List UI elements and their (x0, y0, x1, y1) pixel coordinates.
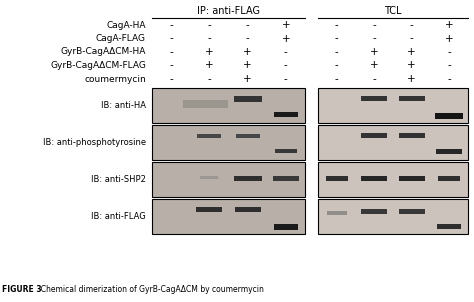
Text: -: - (169, 60, 173, 70)
Text: -: - (410, 20, 414, 30)
Text: +: + (370, 47, 379, 57)
Bar (399, 96, 425, 101)
Text: -: - (410, 34, 414, 43)
Text: IP: anti-FLAG: IP: anti-FLAG (197, 6, 260, 16)
Text: IB: anti-SHP2: IB: anti-SHP2 (91, 175, 146, 185)
Bar (275, 149, 297, 153)
Bar (197, 134, 221, 138)
Bar (327, 211, 347, 215)
Text: -: - (284, 60, 288, 70)
Text: +: + (282, 20, 290, 30)
Bar (399, 133, 425, 137)
Text: +: + (243, 60, 252, 70)
Bar (437, 224, 461, 229)
Bar (201, 176, 219, 179)
Text: +: + (370, 60, 379, 70)
Text: -: - (335, 60, 338, 70)
Text: +: + (282, 34, 290, 43)
Bar (436, 149, 462, 154)
Text: CagA-HA: CagA-HA (107, 21, 146, 30)
Text: +: + (408, 74, 416, 84)
Text: -: - (447, 60, 451, 70)
Bar (273, 176, 299, 182)
Text: -: - (246, 20, 249, 30)
Text: coumermycin: coumermycin (84, 75, 146, 83)
Text: +: + (408, 60, 416, 70)
Text: -: - (284, 47, 288, 57)
Bar (234, 176, 262, 182)
Text: +: + (205, 60, 214, 70)
Bar (318, 162, 468, 198)
Text: -: - (335, 20, 338, 30)
Text: Chemical dimerization of GyrB-CagAΔCM by coumermycin: Chemical dimerization of GyrB-CagAΔCM by… (36, 285, 264, 294)
Bar (234, 96, 262, 102)
Text: -: - (373, 74, 376, 84)
Text: +: + (243, 47, 252, 57)
Bar (152, 162, 305, 198)
Bar (152, 125, 305, 160)
Text: -: - (169, 20, 173, 30)
Bar (435, 114, 463, 120)
Text: FIGURE 3: FIGURE 3 (2, 285, 42, 294)
Text: CagA-FLAG: CagA-FLAG (96, 34, 146, 43)
Bar (196, 207, 222, 212)
Text: -: - (169, 47, 173, 57)
Text: GyrB-CagAΔCM-FLAG: GyrB-CagAΔCM-FLAG (50, 61, 146, 70)
Text: -: - (335, 74, 338, 84)
Bar (399, 176, 425, 182)
Bar (399, 210, 425, 214)
Text: -: - (447, 74, 451, 84)
Bar (361, 176, 387, 182)
Text: -: - (169, 74, 173, 84)
Text: -: - (246, 34, 249, 43)
Text: -: - (208, 20, 211, 30)
Bar (183, 100, 228, 108)
Text: +: + (243, 74, 252, 84)
Bar (152, 88, 305, 124)
Bar (152, 199, 305, 234)
Text: -: - (169, 34, 173, 43)
Text: IB: anti-HA: IB: anti-HA (101, 101, 146, 111)
Text: IB: anti-FLAG: IB: anti-FLAG (91, 212, 146, 221)
Bar (236, 134, 260, 138)
Text: -: - (208, 34, 211, 43)
Text: -: - (335, 47, 338, 57)
Text: -: - (447, 47, 451, 57)
Bar (274, 224, 298, 230)
Text: GyrB-CagAΔCM-HA: GyrB-CagAΔCM-HA (61, 47, 146, 56)
Bar (326, 176, 348, 182)
Text: +: + (408, 47, 416, 57)
Bar (361, 96, 387, 101)
Bar (361, 133, 387, 137)
Bar (318, 125, 468, 160)
Bar (361, 210, 387, 214)
Text: +: + (445, 20, 454, 30)
Text: -: - (284, 74, 288, 84)
Text: -: - (335, 34, 338, 43)
Bar (318, 88, 468, 124)
Bar (274, 112, 298, 117)
Text: -: - (208, 74, 211, 84)
Text: TCL: TCL (384, 6, 402, 16)
Text: +: + (205, 47, 214, 57)
Text: +: + (445, 34, 454, 43)
Bar (235, 207, 261, 212)
Text: IB: anti-phosphotyrosine: IB: anti-phosphotyrosine (43, 138, 146, 147)
Bar (318, 199, 468, 234)
Bar (438, 176, 460, 182)
Text: -: - (373, 34, 376, 43)
Text: -: - (373, 20, 376, 30)
